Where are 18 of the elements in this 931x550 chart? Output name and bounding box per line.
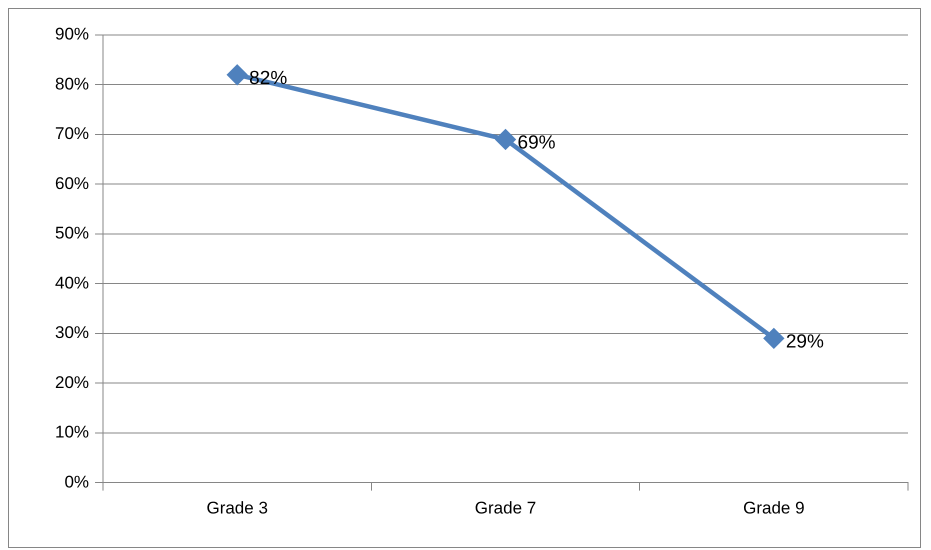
data-label: 69%: [518, 132, 556, 154]
x-tick-label: Grade 3: [206, 498, 268, 518]
y-tick-label: 70%: [54, 124, 90, 144]
y-tick-label: 80%: [54, 74, 90, 94]
y-tick-label: 50%: [54, 224, 90, 243]
y-tick-label: 60%: [54, 174, 90, 193]
point: [764, 328, 784, 348]
y-tick-label: 90%: [54, 24, 90, 44]
y-tick-label: 40%: [54, 273, 90, 292]
x-tick-label: Grade 9: [743, 498, 805, 518]
y-tick-label: 30%: [54, 323, 90, 342]
y-tick-label: 20%: [54, 372, 90, 392]
point: [227, 65, 247, 85]
data-label: 29%: [786, 332, 824, 353]
x-tick-label: Grade 7: [474, 498, 536, 518]
point: [496, 130, 516, 150]
y-tick-label: 10%: [54, 422, 90, 442]
y-tick-label: 0%: [64, 472, 90, 492]
